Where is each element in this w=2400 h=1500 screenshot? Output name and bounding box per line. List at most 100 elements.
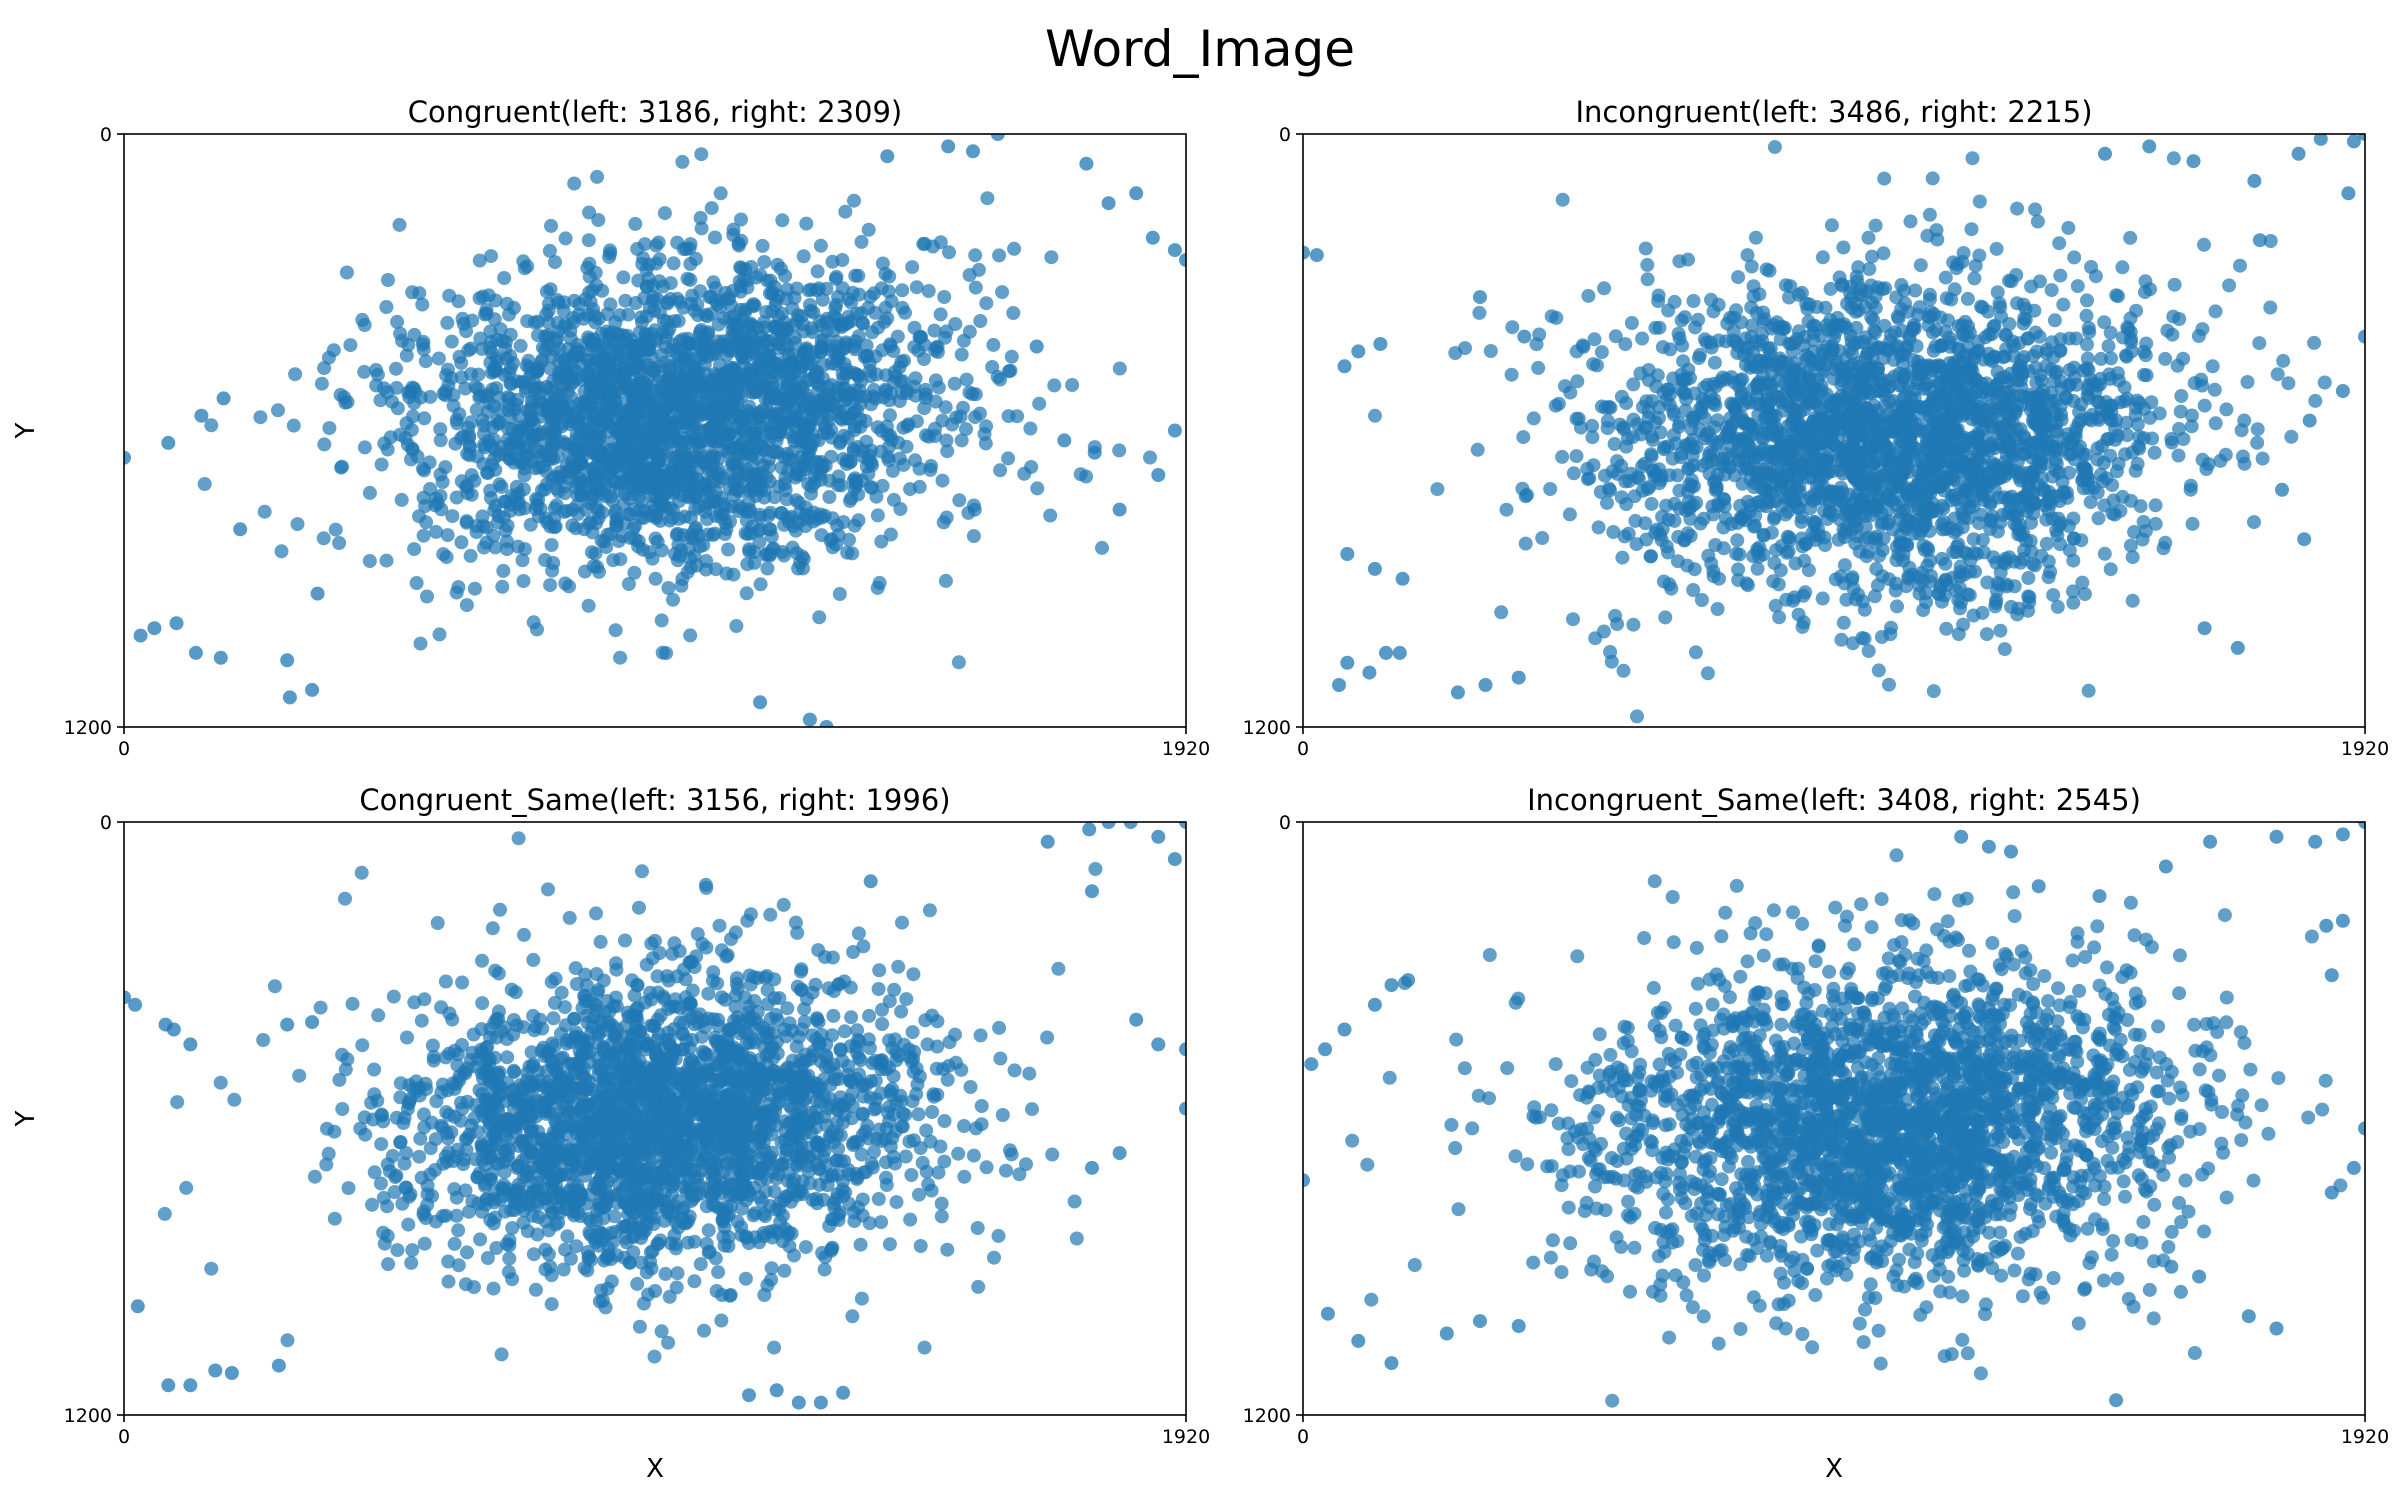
scatter-point (1630, 709, 1644, 724)
scatter-point (2016, 297, 2031, 312)
scatter-point (451, 580, 466, 595)
scatter-point (621, 307, 636, 322)
scatter-point (2109, 288, 2124, 303)
scatter-point (2066, 595, 2081, 610)
scatter-point (362, 485, 377, 500)
scatter-point (472, 253, 487, 268)
scatter-point (340, 395, 355, 409)
scatter-point (1707, 355, 1722, 370)
scatter-point (1817, 503, 1832, 518)
scatter-point (706, 474, 721, 489)
scatter-point (675, 488, 690, 503)
scatter-point (733, 449, 748, 464)
scatter-point (718, 516, 733, 530)
scatter-point (751, 523, 766, 538)
scatter-point (834, 320, 849, 335)
scatter-point (1603, 645, 1618, 659)
scatter-point (1004, 349, 1019, 364)
scatter-point (951, 655, 966, 670)
scatter-point (1888, 448, 1903, 463)
scatter-point (392, 217, 407, 232)
scatter-point (2123, 230, 2138, 245)
scatter-point (2167, 277, 2182, 292)
scatter-point (2028, 202, 2043, 217)
scatter-point (1758, 425, 1773, 440)
scatter-points (1303, 134, 2365, 724)
scatter-point (670, 235, 685, 250)
scatter-point (875, 343, 890, 358)
scatter-point (2017, 311, 2032, 326)
scatter-point (1948, 488, 1963, 503)
scatter-point (1658, 610, 1673, 625)
scatter-point (679, 388, 694, 403)
scatter-point (687, 487, 702, 502)
scatter-point (539, 284, 554, 299)
scatter-point (2148, 516, 2163, 531)
scatter-point (1494, 605, 1509, 620)
scatter-point (2263, 234, 2278, 248)
scatter-point (873, 444, 888, 459)
scatter-point (1597, 281, 1612, 296)
scatter-point (531, 427, 546, 442)
scatter-point (2044, 362, 2059, 377)
scatter-point (2067, 250, 2082, 265)
scatter-point (917, 236, 932, 251)
scatter-point (1711, 297, 1726, 312)
scatter-point (1993, 623, 2008, 638)
scatter-point (880, 311, 895, 326)
scatter-point (1676, 354, 1691, 369)
scatter-point (835, 281, 850, 296)
scatter-point (544, 538, 559, 552)
scatter-point (464, 487, 479, 502)
scatter-point (1616, 422, 1631, 437)
scatter-point (567, 176, 582, 191)
scatter-point (1029, 339, 1044, 354)
scatter-point (2084, 413, 2099, 428)
scatter-point (1828, 572, 1843, 587)
scatter-point (343, 338, 358, 353)
scatter-point (766, 332, 781, 347)
scatter-point (935, 473, 950, 488)
scatter-point (274, 544, 289, 559)
scatter-point (1925, 171, 1940, 186)
scatter-point (517, 261, 532, 276)
scatter-point (580, 260, 595, 275)
scatter-point (592, 437, 607, 452)
scatter-point (2024, 450, 2039, 465)
scatter-point (2148, 498, 2163, 513)
scatter-point (216, 391, 231, 406)
scatter-point (892, 394, 907, 409)
scatter-point (2176, 432, 2191, 446)
scatter-point (660, 372, 675, 386)
scatter-point (1602, 481, 1616, 496)
scatter-point (595, 283, 610, 298)
scatter-point (843, 455, 858, 469)
scatter-point (1980, 575, 1995, 590)
scatter-point (952, 493, 967, 508)
scatter-point (1836, 240, 1851, 255)
scatter-point (419, 515, 434, 530)
scatter-point (816, 332, 831, 347)
scatter-point (948, 317, 963, 331)
scatter-point (2124, 335, 2139, 350)
scatter-point (767, 490, 782, 505)
scatter-point (2021, 589, 2036, 604)
scatter-point (768, 387, 783, 402)
scatter-point (1638, 241, 1653, 256)
scatter-point (511, 442, 526, 457)
scatter-point (624, 408, 639, 423)
scatter-point (813, 398, 828, 413)
scatter-point (2053, 332, 2068, 347)
scatter-point (1686, 583, 1701, 597)
scatter-point (1079, 156, 1094, 171)
scatter-point (1047, 378, 1062, 393)
scatter-point (760, 561, 775, 576)
scatter-point (503, 497, 518, 512)
scatter-point (667, 337, 681, 352)
scatter-point (1750, 381, 1765, 396)
scatter-point (917, 352, 931, 366)
scatter-point (603, 297, 618, 312)
scatter-point (558, 231, 573, 246)
scatter-point (919, 428, 933, 443)
scatter-point (838, 204, 853, 219)
